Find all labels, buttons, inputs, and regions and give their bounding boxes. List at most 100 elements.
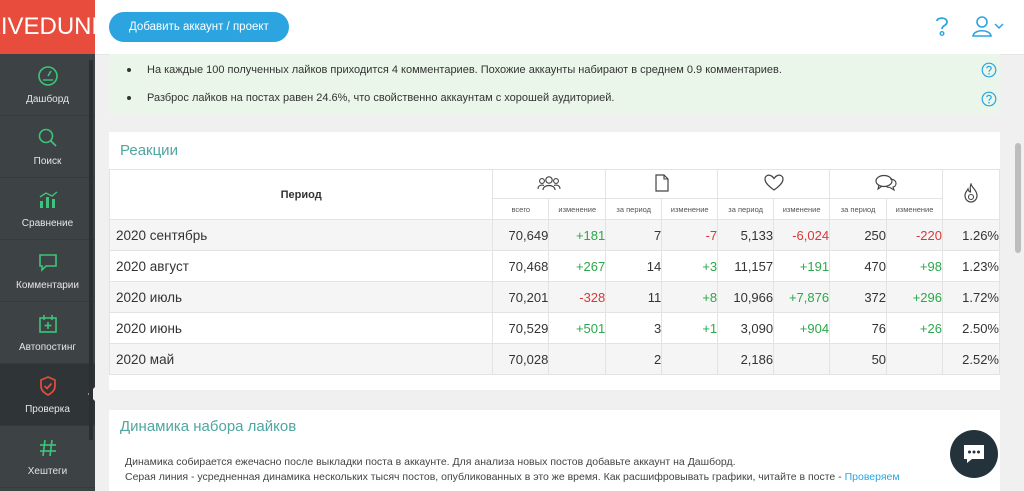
user-icon <box>972 16 992 37</box>
sidebar-scrollbar[interactable] <box>89 60 93 440</box>
table-row: 2020 август 70,468 +267 14 +3 11,157 +19… <box>108 250 1001 282</box>
help-icon[interactable] <box>981 62 997 83</box>
user-menu[interactable] <box>971 14 1005 38</box>
nav-label: Поиск <box>33 156 62 167</box>
subheader: изменение <box>886 198 943 220</box>
er-cell: 1.23% <box>941 250 1001 282</box>
nav-dashboard[interactable]: Дашборд <box>0 54 95 116</box>
likes-cell: 2,186 <box>717 343 775 375</box>
posts-cell: 14 <box>605 250 663 282</box>
followers-change-cell: +267 <box>548 250 607 282</box>
livedune-logo[interactable]: LIVEDUNE <box>0 0 108 54</box>
nav-check[interactable]: Проверка <box>0 364 96 426</box>
er-cell: 1.72% <box>941 281 1001 313</box>
posts-cell: 11 <box>605 281 663 313</box>
followers-header <box>492 169 607 199</box>
dashboard-icon <box>36 64 60 88</box>
table-row: 2020 июнь 70,529 +501 3 +1 3,090 +904 76… <box>108 312 1001 344</box>
likes-change-cell: +7,876 <box>773 281 831 313</box>
subheader: изменение <box>661 198 719 220</box>
posts-change-cell: +1 <box>661 312 719 344</box>
chat-icon <box>964 445 984 463</box>
posts-change-cell: +3 <box>661 250 719 282</box>
likes-change-cell <box>773 343 831 375</box>
likes-cell: 10,966 <box>717 281 775 313</box>
document-icon <box>655 173 669 192</box>
subheader: за период <box>717 198 775 220</box>
nav-label: Автопостинг <box>18 342 77 353</box>
likes-dynamics-description: Динамика собирается ежечасно после выкла… <box>125 455 975 485</box>
page-scrollbar[interactable] <box>1015 143 1021 253</box>
insight-text: Разброс лайков на постах равен 24.6%, чт… <box>147 92 615 104</box>
likes-cell: 3,090 <box>717 312 775 344</box>
add-account-button[interactable]: Добавить аккаунт / проект <box>109 12 289 42</box>
nav-label: Дашборд <box>26 94 69 105</box>
comments-change-cell <box>886 343 943 375</box>
insight-item: Разброс лайков на постах равен 24.6%, чт… <box>127 92 614 104</box>
nav-label: Комментарии <box>16 280 79 291</box>
bullet <box>127 68 131 72</box>
period-cell: 2020 июль <box>108 281 494 313</box>
subheader: изменение <box>773 198 831 220</box>
er-cell: 1.26% <box>941 219 1001 251</box>
nav-autoposting[interactable]: Автопостинг <box>0 302 95 364</box>
description-line: Динамика собирается ежечасно после выкла… <box>125 456 736 468</box>
nav-comments[interactable]: Комментарии <box>0 240 95 302</box>
help-icon[interactable] <box>981 91 997 112</box>
comments-cell: 250 <box>829 219 888 251</box>
subheader: всего <box>492 198 550 220</box>
comments-cell: 372 <box>829 281 888 313</box>
followers-change-cell <box>548 343 607 375</box>
help-icon[interactable] <box>931 14 953 43</box>
subheader: за период <box>605 198 663 220</box>
er-header <box>941 169 1001 220</box>
period-cell: 2020 сентябрь <box>108 219 494 251</box>
comments-icon <box>875 174 897 191</box>
likes-change-cell: -6,024 <box>773 219 831 251</box>
comments-change-cell: +26 <box>886 312 943 344</box>
period-cell: 2020 август <box>108 250 494 282</box>
followers-icon <box>537 175 561 190</box>
article-link[interactable]: Проверяем <box>844 471 900 483</box>
posts-header <box>605 169 719 199</box>
followers-cell: 70,468 <box>492 250 550 282</box>
insight-item: На каждые 100 полученных лайков приходит… <box>127 64 782 76</box>
description-line: Серая линия - усредненная динамика неско… <box>125 470 975 485</box>
comments-change-cell: +98 <box>886 250 943 282</box>
reactions-card: Реакции Период всего <box>108 132 1001 390</box>
nav-hashtags[interactable]: Хештеги <box>0 426 95 488</box>
comments-change-cell: +296 <box>886 281 943 313</box>
comments-cell: 50 <box>829 343 888 375</box>
likes-dynamics-title: Динамика набора лайков <box>120 418 297 435</box>
bullet <box>127 96 131 100</box>
likes-cell: 5,133 <box>717 219 775 251</box>
nav-compare[interactable]: Сравнение <box>0 178 95 240</box>
period-cell: 2020 май <box>108 343 494 375</box>
comments-cell: 76 <box>829 312 888 344</box>
table-row: 2020 июль 70,201 -328 11 +8 10,966 +7,87… <box>108 281 1001 313</box>
period-cell: 2020 июнь <box>108 312 494 344</box>
likes-change-cell: +191 <box>773 250 831 282</box>
nav-label: Сравнение <box>21 218 74 229</box>
chart-icon <box>36 188 60 212</box>
posts-cell: 7 <box>605 219 663 251</box>
insight-text: На каждые 100 полученных лайков приходит… <box>147 64 782 76</box>
likes-cell: 11,157 <box>717 250 775 282</box>
nav-label: Хештеги <box>27 466 68 477</box>
chevron-down-icon <box>994 23 1004 30</box>
likes-header <box>717 169 831 199</box>
shield-check-icon <box>36 374 60 398</box>
nav-label: Проверка <box>25 404 70 415</box>
search-icon <box>36 126 60 150</box>
reactions-title: Реакции <box>120 142 178 159</box>
nav-search[interactable]: Поиск <box>0 116 95 178</box>
followers-cell: 70,201 <box>492 281 550 313</box>
comments-cell: 470 <box>829 250 888 282</box>
table-row: 2020 май 70,028 2 2,186 50 2.52% <box>108 343 1001 375</box>
chat-button[interactable] <box>950 430 998 478</box>
flame-icon <box>964 182 978 203</box>
posts-change-cell: -7 <box>661 219 719 251</box>
followers-cell: 70,649 <box>492 219 550 251</box>
followers-change-cell: +181 <box>548 219 607 251</box>
followers-cell: 70,028 <box>492 343 550 375</box>
